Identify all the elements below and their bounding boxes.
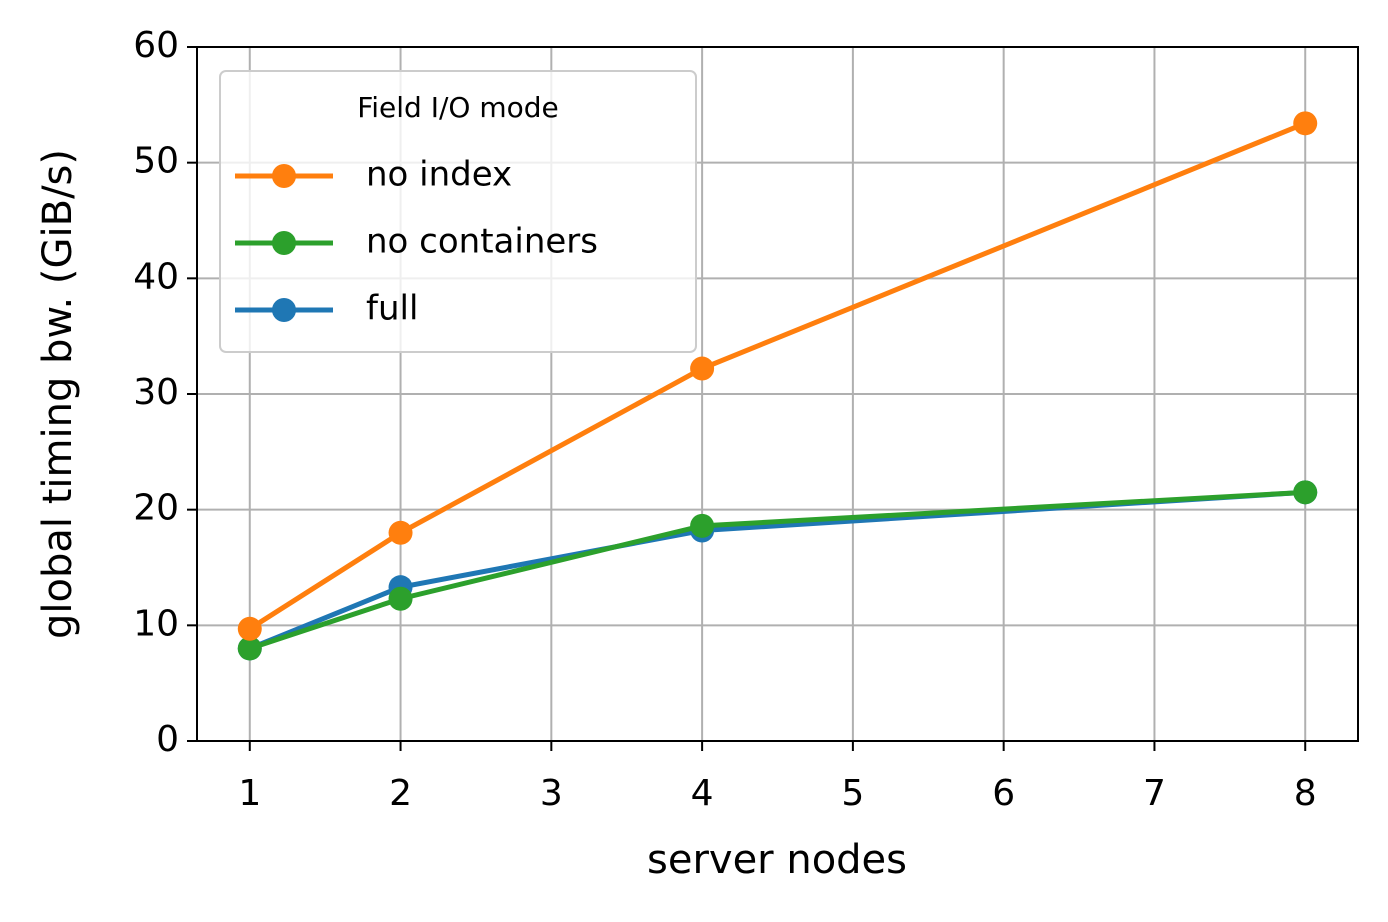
series-line [248, 489, 1306, 651]
plot-frame [196, 46, 1359, 742]
data-point [690, 356, 715, 381]
y-tick-label: 20 [133, 488, 179, 529]
legend-marker [272, 231, 296, 255]
y-tick-label: 40 [133, 256, 179, 297]
x-tick-label: 8 [1294, 773, 1317, 814]
data-point [388, 586, 413, 611]
x-tick-label: 1 [238, 773, 261, 814]
legend-label: no containers [366, 222, 598, 262]
data-point [690, 513, 715, 538]
y-tick-label: 30 [133, 372, 179, 413]
data-point [388, 520, 413, 545]
legend-box [219, 70, 697, 353]
legend-label: no index [366, 155, 512, 195]
y-tick-label: 60 [133, 25, 179, 66]
legend-marker [272, 298, 296, 322]
x-axis-label: server nodes [647, 837, 907, 883]
legend-label: full [366, 289, 418, 329]
x-tick-label: 4 [691, 773, 714, 814]
x-tick-label: 3 [540, 773, 563, 814]
y-tick-label: 0 [156, 719, 179, 760]
legend-marker [272, 164, 296, 188]
legend-title: Field I/O mode [357, 91, 559, 124]
x-tick-label: 6 [992, 773, 1015, 814]
x-tick-label: 7 [1143, 773, 1166, 814]
series-line [248, 121, 1307, 631]
data-point [1293, 111, 1318, 136]
x-tick-label: 2 [389, 773, 412, 814]
y-tick-label: 10 [133, 603, 179, 644]
data-point [1293, 480, 1318, 505]
y-tick-label: 50 [133, 141, 179, 182]
x-tick-label: 5 [841, 773, 864, 814]
data-point [237, 616, 262, 641]
data-point [237, 636, 262, 661]
y-axis-label: global timing bw. (GiB/s) [35, 149, 81, 639]
